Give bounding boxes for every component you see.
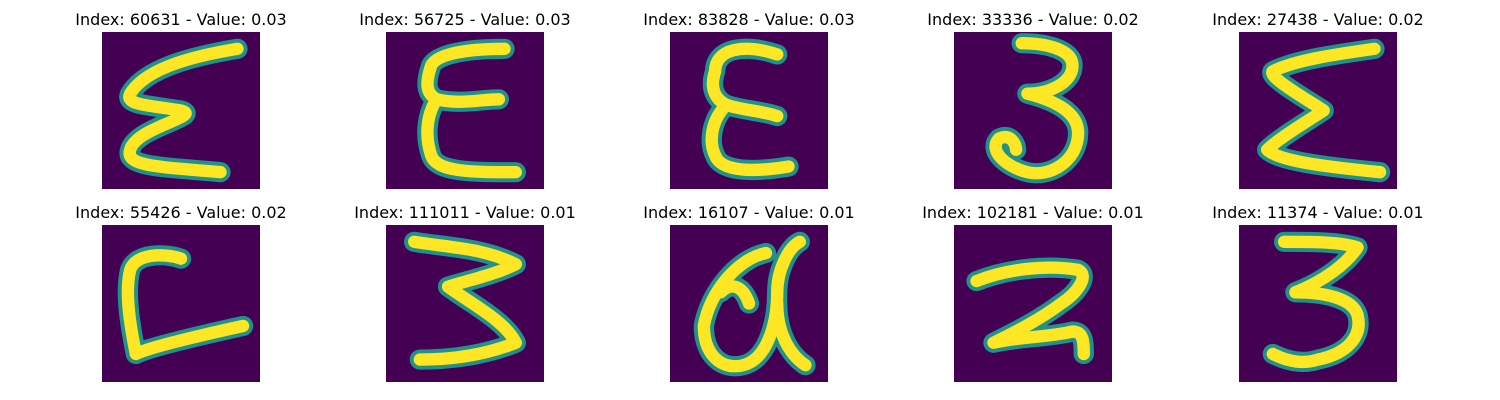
digit-image	[102, 32, 260, 189]
image-panel-2: Index: 56725 - Value: 0.03	[335, 10, 595, 190]
image-panel-5: Index: 27438 - Value: 0.02	[1188, 10, 1448, 190]
digit-image	[386, 225, 544, 382]
image-panel-6: Index: 55426 - Value: 0.02	[51, 203, 311, 383]
digit-image	[670, 225, 828, 382]
image-panel-1: Index: 60631 - Value: 0.03	[51, 10, 311, 190]
digit-image	[670, 32, 828, 189]
image-panel-7: Index: 111011 - Value: 0.01	[335, 203, 595, 383]
panel-title: Index: 55426 - Value: 0.02	[75, 203, 287, 222]
digit-image	[386, 32, 544, 189]
panel-title: Index: 83828 - Value: 0.03	[643, 10, 855, 29]
panel-title: Index: 56725 - Value: 0.03	[359, 10, 571, 29]
image-panel-4: Index: 33336 - Value: 0.02	[903, 10, 1163, 190]
panel-title: Index: 16107 - Value: 0.01	[643, 203, 855, 222]
digit-image	[1239, 225, 1397, 382]
image-panel-8: Index: 16107 - Value: 0.01	[619, 203, 879, 383]
panel-title: Index: 27438 - Value: 0.02	[1212, 10, 1424, 29]
panel-title: Index: 11374 - Value: 0.01	[1212, 203, 1424, 222]
digit-image	[954, 225, 1112, 382]
image-panel-9: Index: 102181 - Value: 0.01	[903, 203, 1163, 383]
digit-image	[102, 225, 260, 382]
image-panel-3: Index: 83828 - Value: 0.03	[619, 10, 879, 190]
panel-title: Index: 111011 - Value: 0.01	[354, 203, 576, 222]
panel-title: Index: 60631 - Value: 0.03	[75, 10, 287, 29]
digit-image	[1239, 32, 1397, 189]
panel-title: Index: 33336 - Value: 0.02	[927, 10, 1139, 29]
digit-image	[954, 32, 1112, 189]
image-panel-10: Index: 11374 - Value: 0.01	[1188, 203, 1448, 383]
panel-title: Index: 102181 - Value: 0.01	[922, 203, 1144, 222]
